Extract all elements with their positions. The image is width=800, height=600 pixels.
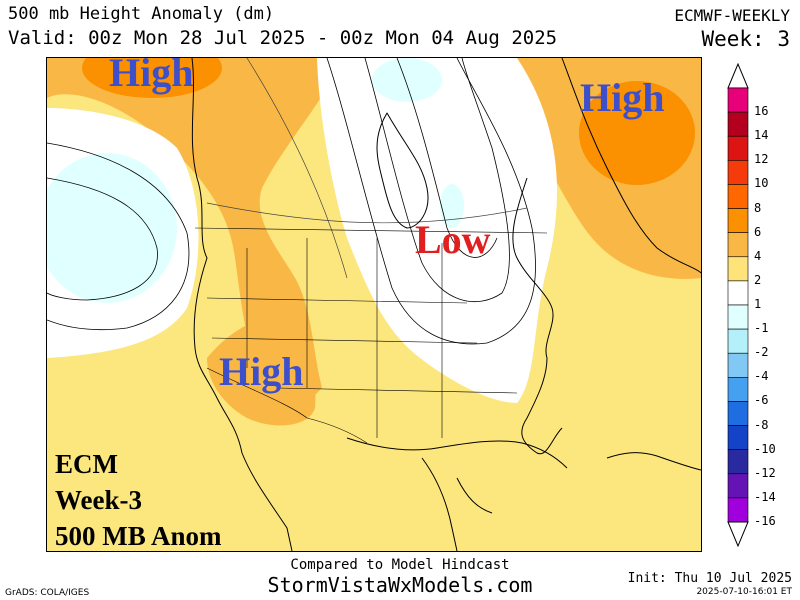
model-source: ECMWF-WEEKLY xyxy=(674,6,790,25)
scale-cell xyxy=(727,184,749,209)
model-week: Week-3 xyxy=(55,485,142,515)
scale-tick-label: -12 xyxy=(754,465,776,480)
low-label-great-lakes: Low xyxy=(415,217,491,262)
scale-cell xyxy=(727,328,749,354)
scale-tick-label: -8 xyxy=(754,417,769,432)
scale-tick-label: -4 xyxy=(754,369,769,384)
scale-cell xyxy=(727,352,749,378)
scale-cell xyxy=(727,304,749,330)
scale-tick-label: 12 xyxy=(754,152,769,167)
scale-tick-label: 14 xyxy=(754,128,769,143)
anomaly-band-southwest xyxy=(207,318,316,426)
anomaly-map: High High Low High ECM Week-3 500 MB Ano… xyxy=(46,57,702,552)
high-label-northeast: High xyxy=(580,75,664,120)
scale-tick-label: -2 xyxy=(754,345,769,360)
scale-tick-label: 6 xyxy=(754,224,762,239)
anomaly-negative-north xyxy=(372,58,442,102)
scale-cells xyxy=(727,87,749,523)
scale-tick-label: -14 xyxy=(754,489,776,504)
model-field: 500 MB Anom xyxy=(55,521,222,551)
scale-cell xyxy=(727,111,749,137)
scale-cell xyxy=(727,377,749,402)
scale-cell xyxy=(727,208,749,233)
graticule xyxy=(206,58,528,279)
scale-tick-label: -10 xyxy=(754,441,776,456)
scale-cell xyxy=(727,401,749,426)
map-canvas: High High Low High xyxy=(47,58,701,551)
grads-credit: GrADS: COLA/IGES xyxy=(5,588,90,598)
scale-cell xyxy=(727,232,749,258)
anomaly-negative-lakes xyxy=(440,184,464,228)
scale-tick-label: 1 xyxy=(754,297,762,311)
scale-cell xyxy=(727,135,749,161)
scale-cell xyxy=(727,449,749,475)
model-info-box: ECM Week-3 500 MB Anom xyxy=(55,446,222,551)
timestamp: 2025-07-10-16:01 ET xyxy=(696,587,792,597)
valid-period: Valid: 00z Mon 28 Jul 2025 - 00z Mon 04 … xyxy=(8,27,558,49)
anomaly-core-northwest xyxy=(82,58,222,98)
height-contours xyxy=(47,58,536,345)
scale-tick-label: -6 xyxy=(754,393,769,408)
scale-tick-label: 16 xyxy=(754,104,769,119)
anomaly-band-northwest xyxy=(47,58,337,403)
scale-cell xyxy=(727,160,749,185)
map-title: 500 mb Height Anomaly (dm) xyxy=(8,4,275,24)
scale-tick-label: -16 xyxy=(754,514,776,528)
scale-tick-label: 4 xyxy=(754,248,762,263)
high-label-northwest: High xyxy=(109,58,193,95)
scale-cell xyxy=(727,87,749,113)
scale-cell xyxy=(727,473,749,499)
high-label-southwest: High xyxy=(219,349,303,394)
scale-tick-label: -1 xyxy=(754,321,769,336)
coastlines xyxy=(191,58,701,551)
anomaly-core-northeast xyxy=(579,81,695,185)
scale-tick-label: 10 xyxy=(754,176,769,191)
scale-tick-label: 2 xyxy=(754,272,762,287)
anomaly-negative-pacific xyxy=(47,153,177,303)
political-borders xyxy=(194,227,548,444)
site-name: StormVistaWxModels.com xyxy=(267,573,533,597)
scale-cell xyxy=(727,256,749,282)
scale-cell xyxy=(727,497,749,523)
model-name: ECM xyxy=(55,449,118,479)
scale-cell xyxy=(727,425,749,450)
init-time: Init: Thu 10 Jul 2025 xyxy=(627,571,792,586)
scale-bottom-arrow xyxy=(727,521,749,548)
week-indicator: Week: 3 xyxy=(701,27,790,51)
color-scale xyxy=(727,62,749,548)
hindcast-note: Compared to Model Hindcast xyxy=(290,557,510,573)
scale-cell xyxy=(727,280,749,306)
scale-tick-label: 8 xyxy=(754,200,762,215)
scale-top-arrow xyxy=(727,62,749,89)
